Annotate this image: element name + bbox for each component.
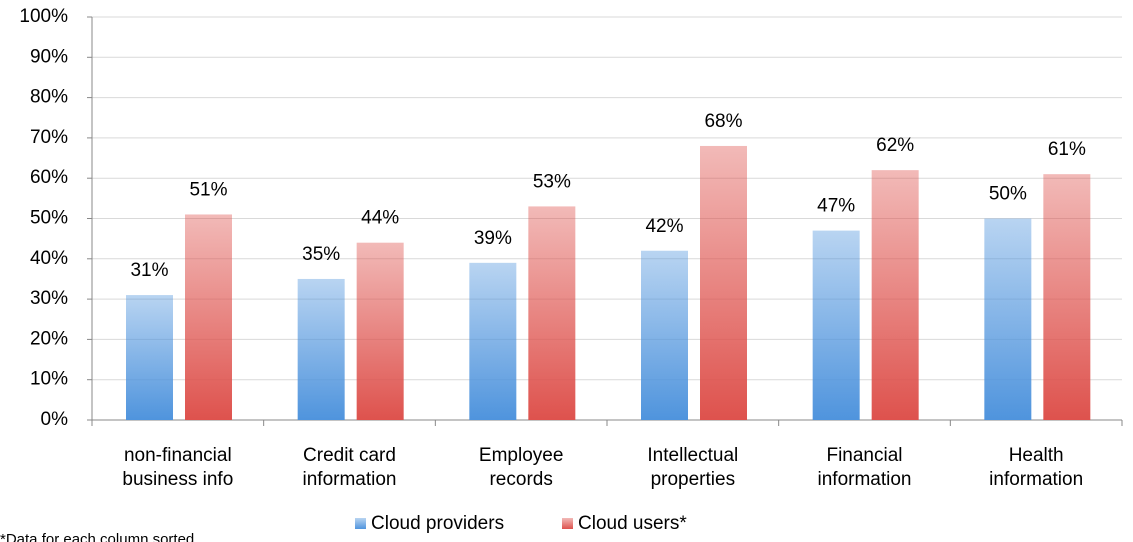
- x-tick-label: non-financial business info: [122, 445, 233, 490]
- x-tick-label: Credit card information: [303, 445, 397, 490]
- y-tick-label: 0%: [41, 409, 69, 430]
- value-label: 47%: [817, 196, 855, 217]
- legend-label: Cloud users*: [578, 513, 687, 534]
- x-tick-label: Intellectual properties: [647, 445, 738, 490]
- bar: [871, 170, 919, 420]
- value-label: 51%: [189, 179, 227, 200]
- value-label: 68%: [704, 111, 742, 132]
- bar: [528, 206, 576, 420]
- bar: [297, 278, 345, 420]
- legend-swatch: [355, 518, 366, 529]
- value-label: 35%: [302, 244, 340, 265]
- y-tick-label: 20%: [30, 328, 68, 349]
- value-label: 50%: [989, 184, 1027, 205]
- y-tick-label: 50%: [30, 208, 68, 229]
- legend-label: Cloud providers: [371, 513, 504, 534]
- value-label: 31%: [130, 260, 168, 281]
- value-label: 44%: [361, 208, 399, 229]
- value-label: 61%: [1048, 139, 1086, 160]
- y-tick-label: 60%: [30, 167, 68, 188]
- x-tick-label: Financial information: [818, 445, 912, 490]
- bar: [1043, 174, 1091, 420]
- y-tick-label: 100%: [19, 6, 68, 27]
- x-tick-label: Health information: [989, 445, 1083, 490]
- x-tick-label: Employee records: [479, 445, 564, 490]
- value-label: 39%: [474, 228, 512, 249]
- bar: [641, 250, 688, 420]
- y-tick-label: 90%: [30, 46, 68, 67]
- value-label: 42%: [645, 216, 683, 237]
- legend-swatch: [562, 518, 573, 529]
- bar: [126, 295, 173, 420]
- bar: [700, 145, 747, 420]
- y-tick-label: 70%: [30, 127, 68, 148]
- bar: [185, 214, 232, 420]
- y-tick-label: 80%: [30, 87, 68, 108]
- y-tick-label: 30%: [30, 288, 68, 309]
- footnote: *Data for each column sorted: [0, 531, 194, 542]
- bar: [356, 242, 404, 420]
- bar: [469, 262, 517, 420]
- y-tick-label: 10%: [30, 369, 68, 390]
- y-tick-label: 40%: [30, 248, 68, 269]
- bar: [812, 230, 860, 420]
- bar: [984, 218, 1032, 420]
- value-label: 62%: [876, 135, 914, 156]
- value-label: 53%: [533, 171, 571, 192]
